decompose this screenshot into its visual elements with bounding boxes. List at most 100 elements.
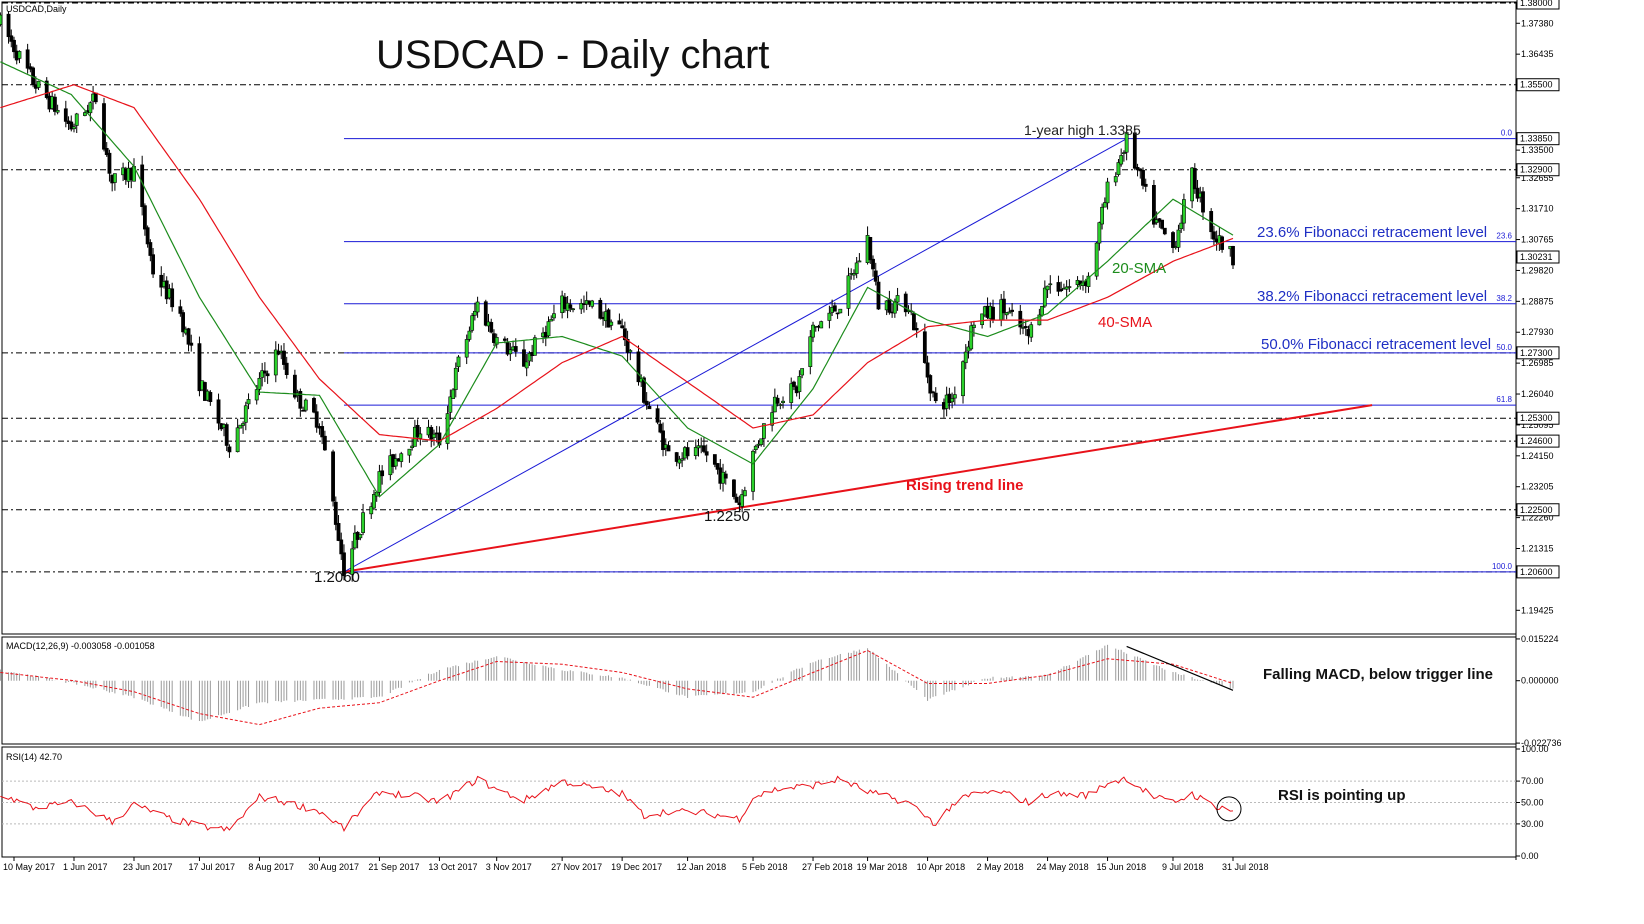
candle-bull (1102, 202, 1107, 208)
candle-bull (827, 312, 832, 321)
candle-bear (9, 35, 14, 42)
date-tick-label: 10 May 2017 (3, 862, 55, 872)
date-tick-label: 8 Aug 2017 (248, 862, 294, 872)
symbol-label: USDCAD,Daily (6, 4, 67, 14)
candle-bull (372, 494, 376, 509)
candle-bull (952, 394, 957, 399)
price-tick-label: 1.27930 (1521, 327, 1554, 337)
candle-bear (262, 370, 267, 374)
candle-bull (399, 453, 404, 462)
candle-bear (104, 148, 109, 155)
candle-bear (314, 411, 319, 428)
candle-bull (527, 353, 532, 362)
candle-bear (1143, 183, 1148, 187)
price-tick-label: 1.33500 (1521, 145, 1554, 155)
fib-382-label: 38.2% Fibonacci retracement level (1257, 288, 1487, 305)
candle-bear (224, 424, 229, 446)
candle-bear (685, 447, 690, 457)
candle-bear (712, 454, 717, 465)
candle-bull (369, 506, 374, 515)
price-tick-label: 1.25095 (1521, 420, 1554, 430)
rsi-line (0, 775, 1234, 832)
candle-bull (740, 494, 745, 507)
price-tag-label: 1.38000 (1520, 0, 1553, 8)
candle-bull (1105, 181, 1110, 204)
candle-bull (1040, 306, 1045, 316)
candle-bull (680, 458, 685, 461)
candle-bear (868, 237, 873, 261)
candle-bear (1018, 310, 1023, 328)
year-high-label: 1-year high 1.3385 (1024, 122, 1141, 138)
candle-bull (961, 361, 965, 397)
candle-bear (922, 331, 927, 363)
fib-500-label: 50.0% Fibonacci retracement level (1261, 336, 1491, 353)
candle-bull (418, 433, 423, 439)
candle-bull (524, 361, 529, 369)
price-tick-label: 1.31710 (1521, 204, 1554, 214)
candle-bear (145, 227, 150, 245)
candle-bull (1048, 283, 1053, 286)
moving-averages (0, 61, 1234, 498)
candle-bear (625, 339, 630, 353)
price-tag-label: 1.24600 (1520, 436, 1553, 446)
price-tick-label: 1.29820 (1521, 265, 1554, 275)
candle-bear (6, 13, 11, 38)
candle-bull (552, 313, 556, 319)
candle-bear (636, 351, 641, 383)
candle-bull (55, 110, 60, 113)
candle-bear (483, 301, 488, 326)
rsi-highlight-circle (1216, 796, 1242, 822)
candle-bear (148, 242, 153, 256)
candle-bull (0, 14, 3, 25)
candle-bear (912, 313, 916, 331)
price-tag-label: 1.22500 (1520, 505, 1553, 515)
fib-tag: 100.0 (1492, 562, 1513, 571)
candle-bear (208, 392, 213, 402)
sma40-line (0, 84, 1234, 442)
date-tick-label: 10 Apr 2018 (917, 862, 966, 872)
price-tag-label: 1.32900 (1520, 165, 1553, 175)
date-tick-label: 17 Jul 2017 (188, 862, 235, 872)
price-tag-box (1516, 434, 1560, 448)
price-tag-label: 1.33850 (1520, 134, 1553, 144)
candle-bear (1152, 185, 1156, 225)
candle-bull (1064, 286, 1069, 290)
date-tick-label: 24 May 2018 (1037, 862, 1089, 872)
candle-bear (644, 400, 649, 406)
price-tag-box (1516, 565, 1560, 579)
rsi-tick-label: 30.00 (1521, 819, 1544, 829)
candle-bull (1004, 312, 1009, 316)
low-1-label: 1.2060 (314, 569, 360, 586)
candle-bear (284, 362, 289, 376)
sma40-label: 40-SMA (1098, 314, 1152, 331)
candle-bull (238, 424, 243, 429)
price-tag-label: 1.35500 (1520, 80, 1553, 90)
candle-bear (642, 377, 646, 403)
candle-bull (778, 404, 783, 406)
candle-bull (857, 260, 862, 263)
candle-bear (339, 539, 344, 555)
candle-bear (53, 96, 57, 112)
candle-bull (235, 427, 240, 453)
price-tag-box (1516, 132, 1560, 146)
candle-bear (69, 121, 74, 130)
candle-bull (113, 173, 117, 183)
candle-bear (320, 426, 325, 438)
candle-bull (350, 548, 355, 575)
candle-bull (1100, 206, 1105, 225)
candle-bear (1231, 245, 1235, 266)
candle-bull (1097, 222, 1102, 244)
candle-bear (931, 391, 935, 394)
candle-bear (282, 350, 286, 365)
candle-bear (181, 312, 185, 333)
candle-bull (590, 300, 595, 307)
candle-bull (751, 450, 755, 492)
macd-panel-frame (1, 636, 1517, 745)
candle-bear (186, 328, 191, 345)
low-2-label: 1.2250 (704, 508, 750, 525)
candle-bear (342, 552, 346, 577)
candle-bear (598, 299, 603, 319)
candle-bull (257, 377, 262, 390)
fib-tag: 0.0 (1501, 129, 1513, 138)
